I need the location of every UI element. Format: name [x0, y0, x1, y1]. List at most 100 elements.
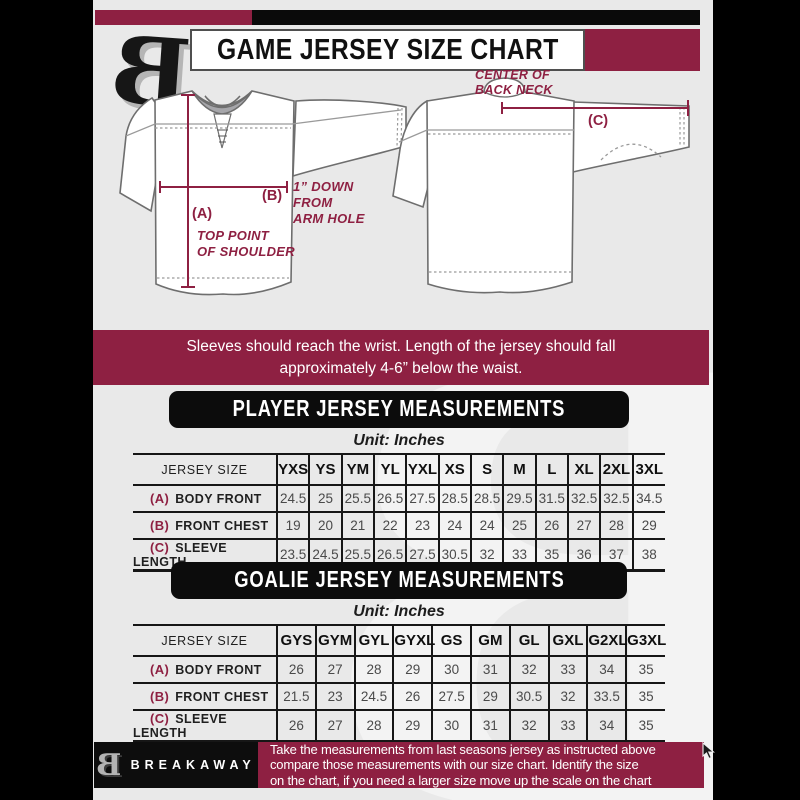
label-b-desc-line: FROM [293, 195, 333, 210]
size-column-header: GYS [276, 625, 316, 656]
measurement-cell: 20 [308, 512, 342, 539]
measurement-cell: 26 [534, 512, 568, 539]
size-chart-sheet: B B GAME JERSEY SIZE CHART [93, 0, 713, 800]
footer-instructions: Take the measurements from last seasons … [258, 742, 704, 788]
measurement-cell: 25.5 [340, 485, 374, 512]
measurement-cell: 28 [599, 512, 633, 539]
row-label-cell: (A) BODY FRONT [133, 485, 277, 512]
measure-key: (B) [150, 689, 170, 704]
row-label-wrap: (C) SLEEVE LENGTH [133, 711, 227, 740]
row-label-wrap: (B) FRONT CHEST [133, 689, 269, 704]
table-row: (B) FRONT CHEST 21.5 23 24.5 26 27.5 29 30.5 32 33… [133, 683, 665, 710]
size-column-header: S [469, 454, 504, 485]
goalie-unit-label: Unit: Inches [353, 603, 445, 620]
label-a-description: TOP POINT OF SHOULDER [197, 228, 295, 260]
footer-bar: B BREAKAWAY Take the measurements from l… [94, 742, 704, 788]
measurement-lines [159, 94, 689, 288]
measurement-cell: 28 [353, 656, 394, 683]
jersey-size-header-cell: JERSEY SIZE [161, 633, 248, 648]
footer-instruction-line: on the chart, if you need a larger size … [270, 772, 652, 788]
row-label-cell: (C) SLEEVE LENGTH [133, 710, 277, 742]
row-label-wrap: (B) FRONT CHEST [133, 518, 269, 533]
measure-label: SLEEVE LENGTH [133, 541, 227, 569]
measurement-cell: 32 [508, 656, 549, 683]
table-row: (B) FRONT CHEST 19 20 21 22 23 24 24 25 26 27 28 29 [133, 512, 665, 539]
fit-note-line: Sleeves should reach the wrist. Length o… [186, 337, 616, 355]
label-c-desc-line: BACK NECK [475, 83, 553, 97]
top-bar-maroon-segment [95, 10, 252, 25]
measurement-cell: 24 [437, 512, 471, 539]
fit-note-banner: Sleeves should reach the wrist. Length o… [93, 330, 709, 385]
footer-brand-block: B BREAKAWAY [94, 742, 258, 788]
footer-brand-name: BREAKAWAY [130, 758, 256, 772]
measurement-cell: 31.5 [534, 485, 568, 512]
measurement-cell: 29 [392, 710, 433, 742]
row-label-wrap: (A) BODY FRONT [133, 491, 262, 506]
size-column-header: GL [508, 625, 549, 656]
measurement-cell: 24 [469, 512, 504, 539]
label-c: (C) [588, 113, 609, 129]
header-top-bar [95, 10, 700, 25]
measurement-cell: 33 [547, 710, 588, 742]
size-column-header: YXS [275, 454, 310, 485]
label-a-desc-line: OF SHOULDER [197, 244, 295, 259]
table-row: (A) BODY FRONT 26 27 28 29 30 31 32 33 34 35 [133, 656, 665, 683]
size-column-header: 2XL [599, 454, 633, 485]
measure-key: (C) [150, 711, 170, 726]
measure-key: (B) [150, 518, 170, 533]
size-column-header: GXL [547, 625, 588, 656]
table-header-row: JERSEY SIZE GYS GYM GYL GYXL GS GM GL GXL G2XL G3X… [133, 625, 666, 656]
player-measurements-section: PLAYER JERSEY MEASUREMENTS Unit: Inches … [133, 391, 665, 572]
table-row: (A) BODY FRONT 24.5 25 25.5 26.5 27.5 28.5 28.5 2… [133, 485, 665, 512]
measure-label: SLEEVE LENGTH [133, 712, 227, 740]
row-label-wrap: (A) BODY FRONT [133, 662, 262, 677]
label-a-desc-line: TOP POINT [197, 228, 270, 243]
title-accent-block [585, 29, 700, 71]
goalie-size-table: JERSEY SIZE GYS GYM GYL GYXL GS GM GL GXL G2XL G3X… [133, 624, 666, 743]
size-column-header: YXL [405, 454, 439, 485]
row-label-cell: (B) FRONT CHEST [133, 683, 277, 710]
table-row: (C) SLEEVE LENGTH 26 27 28 29 30 31 32 33 34 35 [133, 710, 665, 742]
measurement-cell: 28 [353, 710, 394, 742]
size-column-header: GYXL [392, 625, 435, 656]
measurement-cell: 34 [586, 656, 627, 683]
measure-key: (A) [150, 662, 170, 677]
measurement-cell: 23 [314, 683, 355, 710]
measurement-cell: 38 [631, 539, 665, 571]
measurement-cell: 27 [314, 656, 355, 683]
size-column-header: XL [566, 454, 601, 485]
measurement-cell: 29 [631, 512, 665, 539]
measurement-cell: 29.5 [502, 485, 536, 512]
measure-key: (C) [150, 540, 170, 555]
measurement-cell: 27 [314, 710, 355, 742]
size-column-header: M [502, 454, 536, 485]
player-size-table: JERSEY SIZE YXS YS YM YL YXL XS S M L XL 2XL 3XL (A) B… [133, 453, 665, 572]
row-label-wrap: (C) SLEEVE LENGTH [133, 540, 227, 569]
goalie-section-heading: GOALIE JERSEY MEASUREMENTS [233, 566, 565, 592]
row-label-cell: (A) BODY FRONT [133, 656, 277, 683]
jersey-size-header-cell: JERSEY SIZE [161, 462, 248, 477]
jersey-measurement-diagram: (A) TOP POINT OF SHOULDER (B) 1” DOWN FR… [93, 60, 713, 330]
player-section-heading: PLAYER JERSEY MEASUREMENTS [232, 395, 566, 421]
row-label-cell: (B) FRONT CHEST [133, 512, 277, 539]
measurement-cell: 35 [625, 710, 665, 742]
measurement-cell: 33 [547, 656, 588, 683]
jersey-diagrams-svg [119, 77, 690, 296]
measurement-cell: 27.5 [405, 485, 439, 512]
size-column-header: GYL [353, 625, 394, 656]
mouse-cursor-icon [702, 742, 715, 760]
measurement-cell: 35 [625, 656, 665, 683]
goalie-measurements-section: GOALIE JERSEY MEASUREMENTS Unit: Inches … [133, 562, 666, 743]
measurement-cell: 27.5 [431, 683, 471, 710]
measurement-cell: 29 [469, 683, 510, 710]
label-b-description: 1” DOWN FROM ARM HOLE [293, 179, 365, 227]
goalie-section-heading-pill: GOALIE JERSEY MEASUREMENTS [170, 562, 628, 599]
measurement-cell: 30 [431, 656, 471, 683]
measurement-cell: 32 [508, 710, 549, 742]
measurement-cell: 22 [372, 512, 407, 539]
table-header-row: JERSEY SIZE YXS YS YM YL YXL XS S M L XL 2XL 3XL [133, 454, 665, 485]
measurement-cell: 19 [275, 512, 310, 539]
label-a: (A) [192, 206, 213, 222]
measure-label: FRONT CHEST [175, 690, 269, 704]
label-b-desc-line: ARM HOLE [293, 211, 365, 226]
